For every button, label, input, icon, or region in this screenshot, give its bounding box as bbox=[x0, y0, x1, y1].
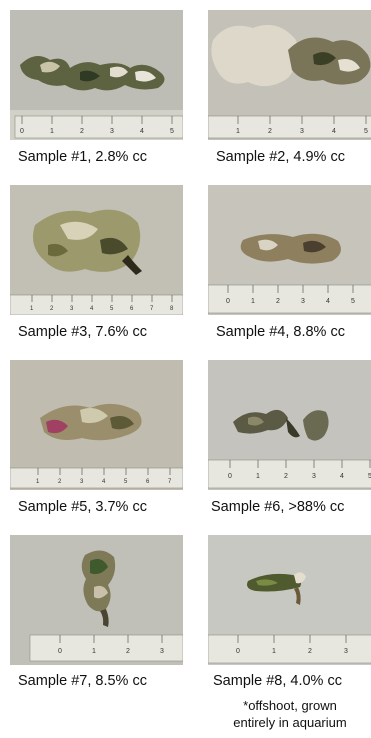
ruler-tick-label: 2 bbox=[50, 306, 54, 312]
ruler-tick-label: 0 bbox=[226, 298, 230, 305]
ruler: 1 2 3 4 5 bbox=[208, 115, 371, 139]
ruler-tick-label: 4 bbox=[140, 128, 144, 135]
ruler-tick-label: 2 bbox=[308, 648, 312, 655]
ruler-tick-label: 0 bbox=[236, 648, 240, 655]
ruler-tick-label: 5 bbox=[351, 298, 355, 305]
ruler-tick-label: 1 bbox=[272, 648, 276, 655]
ruler-tick-label: 6 bbox=[130, 306, 134, 312]
ruler-tick-label: 2 bbox=[58, 479, 62, 485]
ruler-tick-label: 0 bbox=[58, 648, 62, 655]
ruler-tick-label: 3 bbox=[300, 128, 304, 135]
ruler-tick-label: 4 bbox=[102, 479, 106, 485]
ruler: 0 1 2 3 bbox=[29, 634, 183, 662]
ruler: 0 1 2 3 4 5 bbox=[208, 459, 371, 489]
ruler-tick-label: 3 bbox=[80, 479, 84, 485]
ruler-tick-label: 5 bbox=[170, 128, 174, 135]
sample-photo-4: 0 1 2 3 4 5 6 bbox=[208, 185, 371, 315]
ruler-tick-label: 4 bbox=[340, 473, 344, 480]
sample-photo-5: 1 2 3 4 5 6 7 bbox=[10, 360, 183, 490]
ruler-tick-label: 5 bbox=[110, 306, 114, 312]
ruler-tick-label: 5 bbox=[124, 479, 128, 485]
ruler-tick-label: 0 bbox=[228, 473, 232, 480]
ruler-tick-label: 4 bbox=[326, 298, 330, 305]
sample-caption-3: Sample #3, 7.6% cc bbox=[18, 324, 147, 340]
ruler-tick-label: 1 bbox=[251, 298, 255, 305]
footnote-line-1: *offshoot, grown bbox=[243, 698, 337, 713]
ruler-tick-label: 1 bbox=[92, 648, 96, 655]
sample-caption-1: Sample #1, 2.8% cc bbox=[18, 149, 147, 165]
ruler-tick-label: 4 bbox=[90, 306, 94, 312]
sample-caption-4: Sample #4, 8.8% cc bbox=[216, 324, 345, 340]
ruler-tick-label: 1 bbox=[256, 473, 260, 480]
sample-photo-6: 0 1 2 3 4 5 bbox=[208, 360, 371, 490]
footnote-line-2: entirely in aquarium bbox=[233, 715, 347, 730]
ruler: 1 2 3 4 5 6 7 8 bbox=[10, 294, 183, 315]
ruler-tick-label: 7 bbox=[150, 306, 154, 312]
sample-caption-6: Sample #6, >88% cc bbox=[211, 499, 345, 515]
ruler-tick-label: 4 bbox=[332, 128, 336, 135]
ruler-tick-label: 8 bbox=[170, 306, 174, 312]
sample-photo-7: 0 1 2 3 bbox=[10, 535, 183, 665]
ruler-tick-label: 5 bbox=[364, 128, 368, 135]
ruler-tick-label: 2 bbox=[126, 648, 130, 655]
ruler: 0 1 2 3 4 5 6 bbox=[208, 284, 371, 314]
ruler-tick-label: 3 bbox=[344, 648, 348, 655]
ruler-tick-label: 3 bbox=[160, 648, 164, 655]
ruler-tick-label: 3 bbox=[312, 473, 316, 480]
ruler-tick-label: 1 bbox=[236, 128, 240, 135]
ruler-tick-label: 0 bbox=[20, 128, 24, 135]
sample-photo-8: 0 1 2 3 bbox=[208, 535, 371, 665]
ruler-tick-label: 2 bbox=[268, 128, 272, 135]
ruler-tick-label: 1 bbox=[50, 128, 54, 135]
sample-caption-5: Sample #5, 3.7% cc bbox=[18, 499, 147, 515]
ruler-tick-label: 2 bbox=[276, 298, 280, 305]
ruler-tick-label: 1 bbox=[30, 306, 34, 312]
ruler-tick-label: 3 bbox=[70, 306, 74, 312]
ruler-tick-label: 6 bbox=[146, 479, 150, 485]
ruler-tick-label: 3 bbox=[110, 128, 114, 135]
sample-caption-8: Sample #8, 4.0% cc bbox=[213, 673, 342, 689]
footnote: *offshoot, grown entirely in aquarium bbox=[205, 697, 371, 731]
ruler-tick-label: 2 bbox=[284, 473, 288, 480]
sample-caption-7: Sample #7, 8.5% cc bbox=[18, 673, 147, 689]
ruler-tick-label: 1 bbox=[36, 479, 40, 485]
sample-caption-2: Sample #2, 4.9% cc bbox=[216, 149, 345, 165]
sample-photo-2: 1 2 3 4 5 bbox=[208, 10, 371, 140]
ruler: 1 2 3 4 5 6 7 bbox=[10, 467, 183, 489]
ruler: 0 1 2 3 4 5 bbox=[14, 115, 183, 139]
ruler-tick-label: 2 bbox=[80, 128, 84, 135]
sample-photo-1: 0 1 2 3 4 5 bbox=[10, 10, 183, 140]
ruler-tick-label: 7 bbox=[168, 479, 172, 485]
ruler-tick-label: 3 bbox=[301, 298, 305, 305]
ruler-tick-label: 5 bbox=[368, 473, 371, 480]
sample-photo-3: 1 2 3 4 5 6 7 8 bbox=[10, 185, 183, 315]
ruler: 0 1 2 3 bbox=[208, 634, 371, 664]
